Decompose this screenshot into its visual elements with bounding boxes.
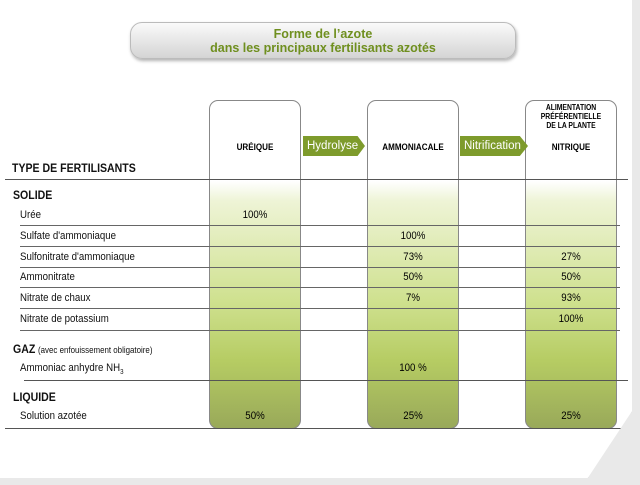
row-name: Sulfonitrate d'ammoniaque <box>20 251 135 263</box>
row-name: Nitrate de potassium <box>20 313 109 325</box>
column-ureique <box>209 100 301 429</box>
divider <box>5 428 628 429</box>
row-name: Urée <box>20 209 41 221</box>
title-line-1: Forme de l’azote <box>273 27 373 41</box>
value-ammoniacale: 100 % <box>399 362 427 374</box>
row-label: Urée <box>20 209 41 221</box>
section-gaz-label: GAZ <box>13 342 36 356</box>
section-solide: SOLIDE <box>13 188 53 202</box>
row-label: Nitrate de chaux <box>20 292 91 304</box>
column-header-ammoniacale: AMMONIACALE <box>382 142 444 153</box>
value-nitrique: 100% <box>558 313 584 325</box>
section-liquide: LIQUIDE <box>13 390 56 404</box>
row-divider <box>20 267 620 268</box>
row-name: Nitrate de chaux <box>20 292 90 304</box>
section-gaz-note: (avec enfouissement obligatoire) <box>37 345 153 355</box>
row-label: Ammoniac anhydre NH <box>20 362 121 374</box>
value-ammoniacale: 7% <box>406 292 420 304</box>
arrow-hydrolyse: Hydrolyse <box>303 136 365 156</box>
divider <box>5 179 628 180</box>
header-type: TYPE DE FERTILISANTS <box>12 161 136 175</box>
row-label: Sulfate d'ammoniaque <box>20 230 117 242</box>
value-ureique: 50% <box>245 410 265 422</box>
row-divider <box>20 225 620 226</box>
value-ammoniacale: 73% <box>403 251 423 263</box>
value-nitrique: 27% <box>561 251 581 263</box>
row-name: Sulfate d'ammoniaque <box>20 230 116 242</box>
row-divider <box>20 246 620 247</box>
subscript: 3 <box>120 369 124 377</box>
arrow-nitrification: Nitrification <box>460 136 528 156</box>
value-nitrique: 25% <box>561 410 581 422</box>
row-name: Ammonitrate <box>20 271 75 283</box>
value-ammoniacale: 25% <box>403 410 423 422</box>
title-banner: Forme de l’azote dans les principaux fer… <box>130 22 516 59</box>
value-nitrique: 93% <box>561 292 581 304</box>
row-name: Solution azotée <box>20 410 87 422</box>
column-note-nitrique: ALIMENTATION PRÉFÉRENTIELLE DE LA PLANTE <box>540 103 602 130</box>
row-name: Ammoniac anhydre NH3 <box>20 362 124 376</box>
column-header-nitrique: NITRIQUE <box>551 142 591 153</box>
value-nitrique: 50% <box>561 271 581 283</box>
column-header-ureique: URÉIQUE <box>236 142 274 153</box>
row-divider <box>20 308 620 309</box>
row-label: Nitrate de potassium <box>20 313 109 325</box>
title-line-2: dans les principaux fertilisants azotés <box>210 41 436 55</box>
row-divider <box>20 287 620 288</box>
divider <box>24 380 628 381</box>
value-ureique: 100% <box>242 209 268 221</box>
value-ammoniacale: 100% <box>400 230 426 242</box>
paper: Forme de l’azote dans les principaux fer… <box>0 0 632 478</box>
row-label: Solution azotée <box>20 410 87 422</box>
row-label: Sulfonitrate d'ammoniaque <box>20 251 135 263</box>
column-ammoniacale <box>367 100 459 429</box>
value-ammoniacale: 50% <box>403 271 423 283</box>
row-label: Ammonitrate <box>20 271 75 283</box>
section-gaz: GAZ (avec enfouissement obligatoire) <box>13 342 152 356</box>
row-divider <box>20 330 620 331</box>
